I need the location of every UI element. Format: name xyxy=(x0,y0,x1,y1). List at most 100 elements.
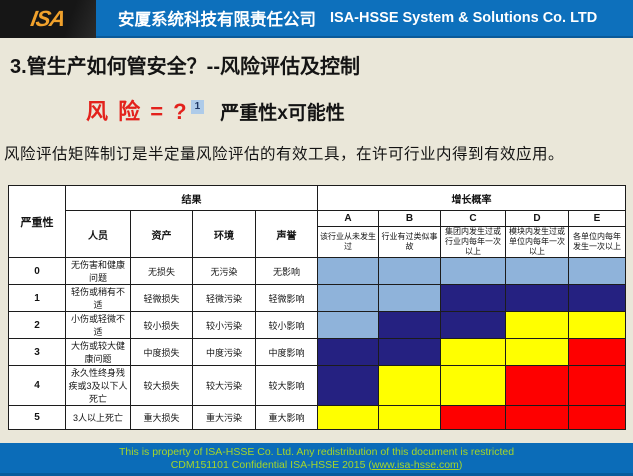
people-cell: 小伤或轻微不适 xyxy=(65,311,131,339)
probability-group-header: 增长概率 xyxy=(317,185,626,211)
column-header-A: A xyxy=(317,210,379,227)
probability-desc-A: 该行业从未发生过 xyxy=(317,226,379,258)
footer-confidential-line: CDM151101 Confidential ISA-HSSE 2015 (ww… xyxy=(0,459,633,471)
people-cell: 轻伤或稍有不适 xyxy=(65,284,131,312)
asset-cell: 中度损失 xyxy=(130,338,193,366)
people-cell: 3人以上死亡 xyxy=(65,405,131,430)
severity-cell: 2 xyxy=(8,311,66,339)
footer-property-notice: This is property of ISA-HSSE Co. Ltd. An… xyxy=(118,445,515,458)
people-cell: 大伤或较大健康问题 xyxy=(65,338,131,366)
matrix-row: 4 永久性终身残疾或3及以下人死亡 较大损失 较大污染 较大影响 xyxy=(8,365,626,406)
probability-desc-C: 集团内发生过或行业内每年一次以上 xyxy=(440,226,506,258)
risk-cell-red xyxy=(568,338,626,366)
severity-cell: 3 xyxy=(8,338,66,366)
risk-cell-lightblue xyxy=(505,257,569,285)
risk-cell-red xyxy=(505,405,569,430)
asset-cell: 较小损失 xyxy=(130,311,193,339)
reputation-cell: 无影响 xyxy=(255,257,318,285)
column-header-D: D xyxy=(505,210,569,227)
matrix-row: 1 轻伤或稍有不适 轻微损失 轻微污染 轻微影响 xyxy=(8,284,626,312)
matrix-row: 0 无伤害和健康问题 无损失 无污染 无影响 xyxy=(8,257,626,285)
matrix-row: 2 小伤或轻微不适 较小损失 较小污染 较小影响 xyxy=(8,311,626,339)
probability-desc-B: 行业有过类似事故 xyxy=(378,226,441,258)
company-name-cn: 安厦系统科技有限责任公司 xyxy=(118,11,316,29)
company-logo: ISA xyxy=(0,0,96,38)
risk-cell-yellow xyxy=(440,338,506,366)
risk-cell-darkblue xyxy=(440,311,506,339)
slide-title: 3.管生产如何管安全？--风险评估及控制 xyxy=(10,56,360,78)
severity-cell: 5 xyxy=(8,405,66,430)
reputation-cell: 较小影响 xyxy=(255,311,318,339)
severity-times-probability-text: 严重性x可能性 xyxy=(220,103,345,124)
risk-cell-darkblue xyxy=(378,338,441,366)
asset-cell: 重大损失 xyxy=(130,405,193,430)
column-header-C: C xyxy=(440,210,506,227)
footer-bar: This is property of ISA-HSSE Co. Ltd. An… xyxy=(0,443,633,476)
environment-cell: 重大污染 xyxy=(192,405,256,430)
column-header-E: E xyxy=(568,210,626,227)
risk-cell-yellow xyxy=(505,338,569,366)
risk-cell-yellow xyxy=(378,365,441,406)
probability-desc-D: 模块内发生过或单位内每年一次以上 xyxy=(505,226,569,258)
risk-cell-lightblue xyxy=(568,257,626,285)
reputation-cell: 轻微影响 xyxy=(255,284,318,312)
header-row-columns: 人员 资产 环境 声誉 A B C D E xyxy=(9,210,626,258)
environment-cell: 较小污染 xyxy=(192,311,256,339)
risk-cell-yellow xyxy=(568,311,626,339)
risk-cell-red xyxy=(568,405,626,430)
footer-confidential-text: CDM151101 Confidential ISA-HSSE 2015 ( xyxy=(170,458,372,471)
consequence-group-header: 结果 xyxy=(65,185,318,211)
risk-cell-lightblue xyxy=(317,311,379,339)
environment-cell: 轻微污染 xyxy=(192,284,256,312)
website-link[interactable]: www.isa-hsse.com xyxy=(371,458,459,471)
risk-cell-darkblue xyxy=(317,338,379,366)
people-cell: 无伤害和健康问题 xyxy=(65,257,131,285)
column-header-B: B xyxy=(378,210,441,227)
footer-closing-paren: ) xyxy=(458,458,463,471)
header-row-groups: 严重性 结果 增长概率 xyxy=(8,185,626,258)
risk-formula: 风 险 = ? 1 严重性x可能性 xyxy=(86,94,345,126)
asset-cell: 轻微损失 xyxy=(130,284,193,312)
severity-column-header: 严重性 xyxy=(8,185,66,258)
risk-cell-yellow xyxy=(378,405,441,430)
intro-text: 风险评估矩阵制订是半定量风险评估的有效工具，在许可行业内得到有效应用。 xyxy=(4,146,565,163)
probability-desc-E: 各单位内每年发生一次以上 xyxy=(568,226,626,258)
environment-cell: 无污染 xyxy=(192,257,256,285)
severity-cell: 0 xyxy=(8,257,66,285)
risk-cell-darkblue xyxy=(505,284,569,312)
column-header-people: 人员 xyxy=(65,210,131,258)
isa-logo-icon: ISA xyxy=(29,6,68,31)
risk-cell-yellow xyxy=(505,311,569,339)
risk-cell-darkblue xyxy=(317,365,379,406)
risk-cell-yellow xyxy=(440,365,506,406)
column-header-asset: 资产 xyxy=(130,210,193,258)
footnote-marker: 1 xyxy=(190,100,205,114)
matrix-row: 5 3人以上死亡 重大损失 重大污染 重大影响 xyxy=(8,405,626,430)
risk-cell-red xyxy=(505,365,569,406)
risk-cell-red xyxy=(440,405,506,430)
risk-cell-lightblue xyxy=(378,284,441,312)
environment-cell: 较大污染 xyxy=(192,365,256,406)
risk-cell-lightblue xyxy=(440,257,506,285)
company-name-en: ISA-HSSE System & Solutions Co. LTD xyxy=(330,10,598,26)
risk-cell-lightblue xyxy=(317,257,379,285)
asset-cell: 无损失 xyxy=(130,257,193,285)
risk-matrix-table: 严重性 结果 增长概率 人员 资产 环境 声誉 A B C D E 该行业从未发… xyxy=(8,185,626,430)
matrix-row: 3 大伤或较大健康问题 中度损失 中度污染 中度影响 xyxy=(8,338,626,366)
asset-cell: 较大损失 xyxy=(130,365,193,406)
risk-cell-yellow xyxy=(317,405,379,430)
risk-cell-darkblue xyxy=(378,311,441,339)
risk-cell-lightblue xyxy=(317,284,379,312)
risk-cell-red xyxy=(568,365,626,406)
severity-cell: 4 xyxy=(8,365,66,406)
reputation-cell: 重大影响 xyxy=(255,405,318,430)
header-row-descriptions: 该行业从未发生过 行业有过类似事故 集团内发生过或行业内每年一次以上 模块内发生… xyxy=(9,226,626,258)
people-cell: 永久性终身残疾或3及以下人死亡 xyxy=(65,365,131,406)
column-header-reputation: 声誉 xyxy=(255,210,318,258)
risk-cell-darkblue xyxy=(568,284,626,312)
environment-cell: 中度污染 xyxy=(192,338,256,366)
reputation-cell: 中度影响 xyxy=(255,338,318,366)
column-header-environment: 环境 xyxy=(192,210,256,258)
severity-cell: 1 xyxy=(8,284,66,312)
